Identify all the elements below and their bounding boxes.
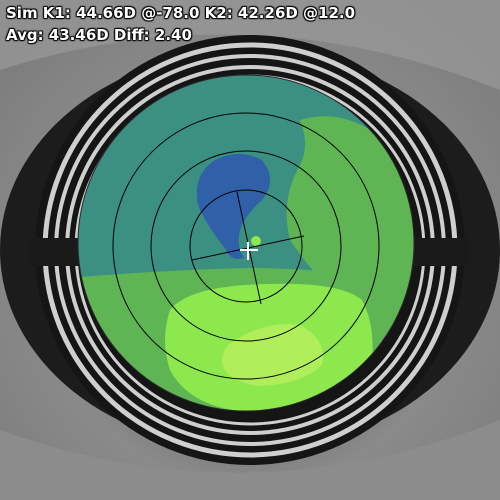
zone-center-spot bbox=[251, 236, 261, 246]
ring-gap-right bbox=[410, 238, 470, 266]
avg-diff-readout: Avg: 43.46D Diff: 2.40 bbox=[6, 26, 192, 44]
sim-k-readout: Sim K1: 44.66D @-78.0 K2: 42.26D @12.0 bbox=[6, 4, 355, 22]
